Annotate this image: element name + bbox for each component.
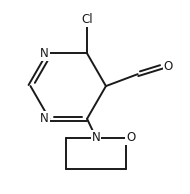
- Text: O: O: [164, 60, 173, 73]
- Text: N: N: [40, 47, 49, 60]
- Text: O: O: [126, 131, 135, 144]
- Text: N: N: [40, 112, 49, 125]
- Text: Cl: Cl: [81, 13, 93, 26]
- Text: N: N: [92, 131, 100, 144]
